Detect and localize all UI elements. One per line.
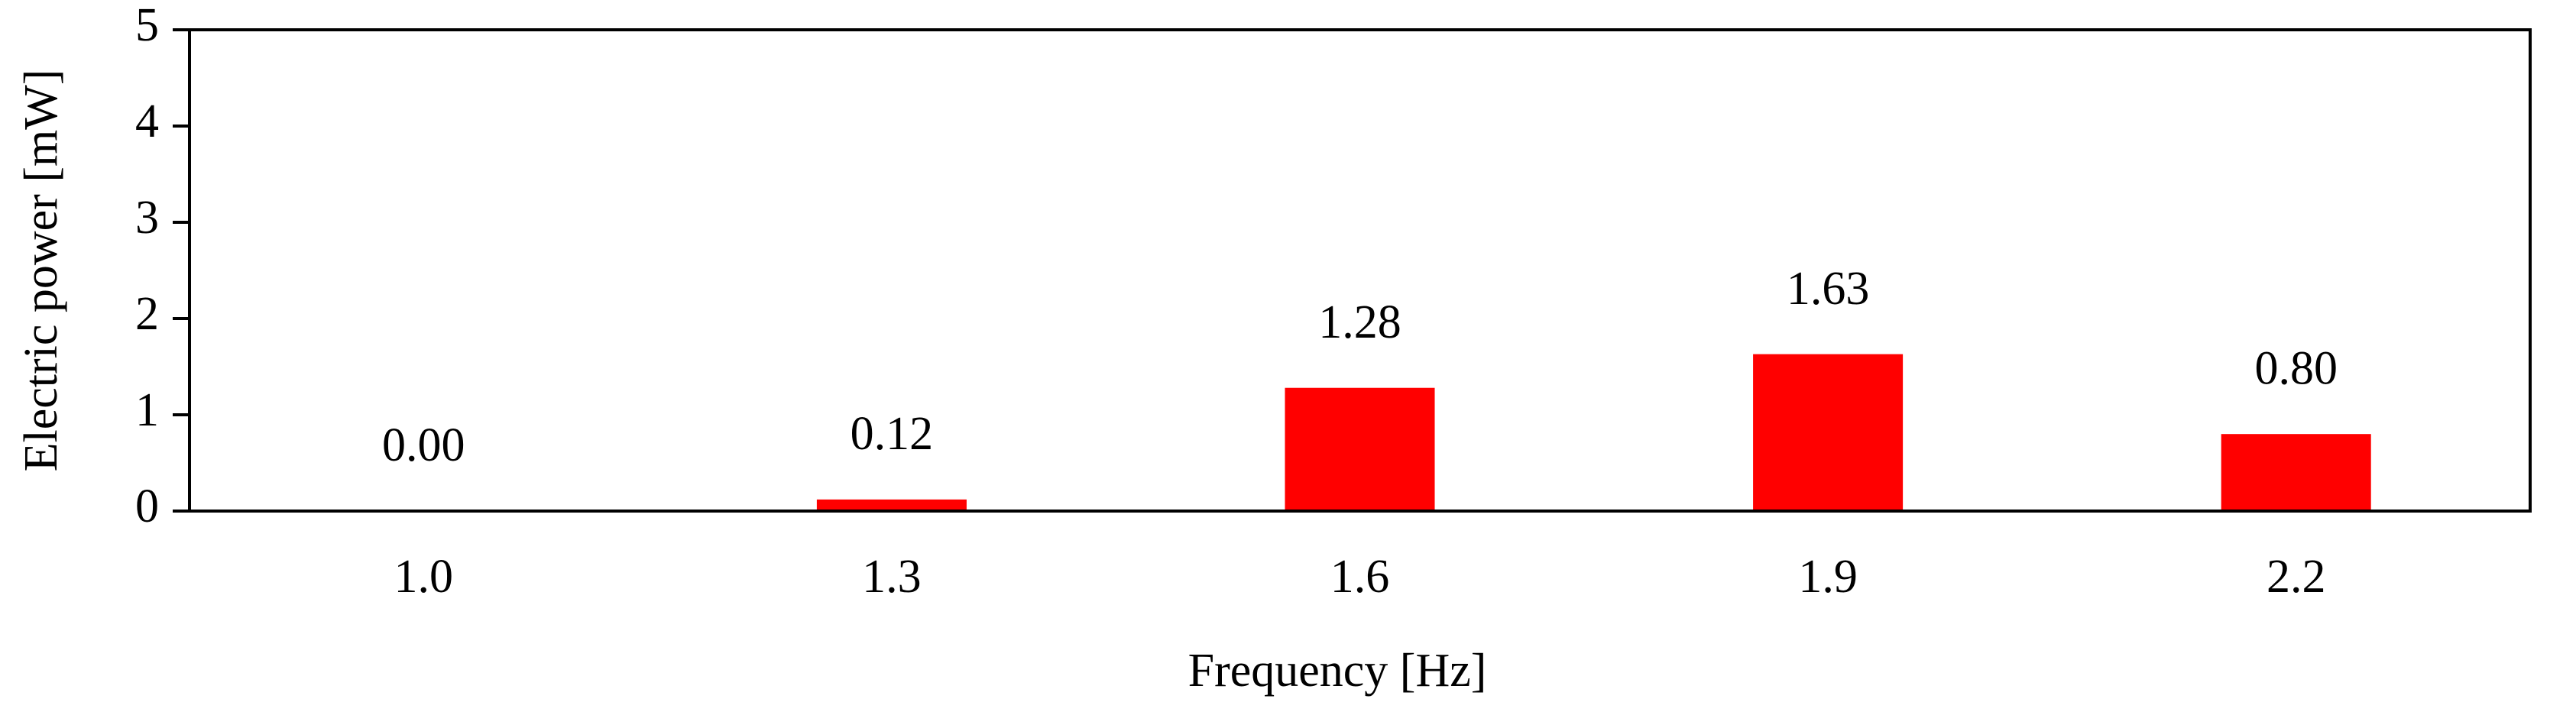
x-tick-label: 1.6 (1330, 551, 1390, 603)
plot-frame (188, 28, 2532, 513)
y-axis-label: Electric power [mW] (15, 70, 67, 472)
y-tick-label: 2 (135, 288, 159, 340)
value-label: 1.28 (1318, 296, 1401, 348)
value-label: 1.63 (1787, 263, 1870, 315)
y-tick-label: 0 (135, 480, 159, 532)
value-label: 0.12 (851, 408, 934, 460)
bar (816, 499, 967, 511)
y-tick-label: 4 (135, 95, 159, 147)
x-tick-label: 1.3 (862, 551, 922, 603)
bar (1285, 387, 1435, 511)
x-tick-label: 1.0 (394, 551, 454, 603)
x-tick-label: 1.9 (1798, 551, 1858, 603)
x-tick-label: 2.2 (2267, 551, 2326, 603)
y-tick-label: 1 (135, 384, 159, 436)
bar (2221, 434, 2371, 511)
x-axis-label: Frequency [Hz] (1188, 645, 1487, 697)
value-label: 0.80 (2254, 342, 2338, 394)
y-tick-label: 3 (135, 192, 159, 244)
bar (1753, 354, 1904, 511)
value-label: 0.00 (382, 419, 465, 471)
y-tick-label: 5 (135, 0, 159, 51)
